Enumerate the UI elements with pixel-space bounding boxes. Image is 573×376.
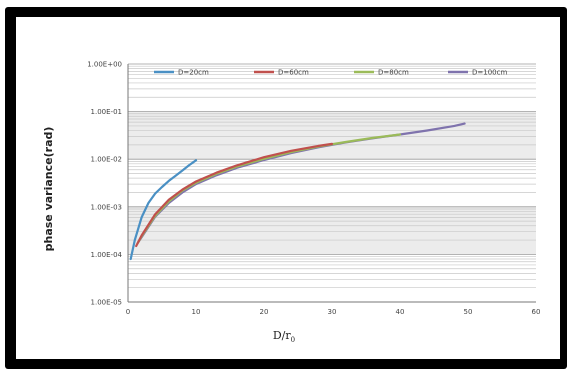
- y-axis-title: phase variance(rad): [42, 127, 55, 252]
- x-tick-label: 10: [192, 308, 201, 316]
- x-axis-title-subscript: 0: [291, 336, 295, 344]
- legend: D=20cm D=60cm D=80cm D=100cm: [154, 69, 507, 77]
- legend-label: D=80cm: [378, 69, 409, 77]
- y-tick-label: 1.00E-04: [91, 251, 123, 259]
- series-lines: [129, 122, 466, 261]
- legend-label: D=60cm: [278, 69, 309, 77]
- legend-label: D=100cm: [472, 69, 507, 77]
- y-tick-label: 1.00E+00: [87, 61, 122, 69]
- chart-panel: 1.00E+00 1.00E-01 1.00E-02 1.00E-03 1.00E-04…: [16, 17, 560, 359]
- x-tick-label: 30: [328, 308, 337, 316]
- series-line: [135, 142, 334, 248]
- grid-band: [128, 206, 536, 255]
- x-tick-label: 40: [396, 308, 405, 316]
- y-tick-label: 1.00E-02: [91, 156, 122, 164]
- x-tick-label: 20: [260, 308, 269, 316]
- y-tick-labels: 1.00E+00 1.00E-01 1.00E-02 1.00E-03 1.00E-04…: [87, 61, 122, 307]
- axes: [127, 64, 536, 303]
- x-axis-title: D/r0: [273, 329, 295, 344]
- y-tick-label: 1.00E-03: [91, 203, 122, 211]
- x-tick-label: 0: [126, 308, 130, 316]
- chart-svg: 1.00E+00 1.00E-01 1.00E-02 1.00E-03 1.00E-04…: [42, 61, 541, 345]
- grid-band: [128, 111, 536, 160]
- series-line: [129, 159, 198, 261]
- legend-label: D=20cm: [178, 69, 209, 77]
- y-tick-label: 1.00E-01: [91, 108, 122, 116]
- y-tick-label: 1.00E-05: [91, 299, 122, 307]
- figure-frame: 1.00E+00 1.00E-01 1.00E-02 1.00E-03 1.00E-04…: [5, 7, 567, 369]
- grid-lines: [128, 63, 536, 303]
- x-tick-labels: 0 10 20 30 40 50 60: [126, 308, 541, 316]
- x-tick-label: 50: [464, 308, 473, 316]
- x-tick-label: 60: [532, 308, 541, 316]
- x-axis-title-main: D/r: [273, 329, 292, 342]
